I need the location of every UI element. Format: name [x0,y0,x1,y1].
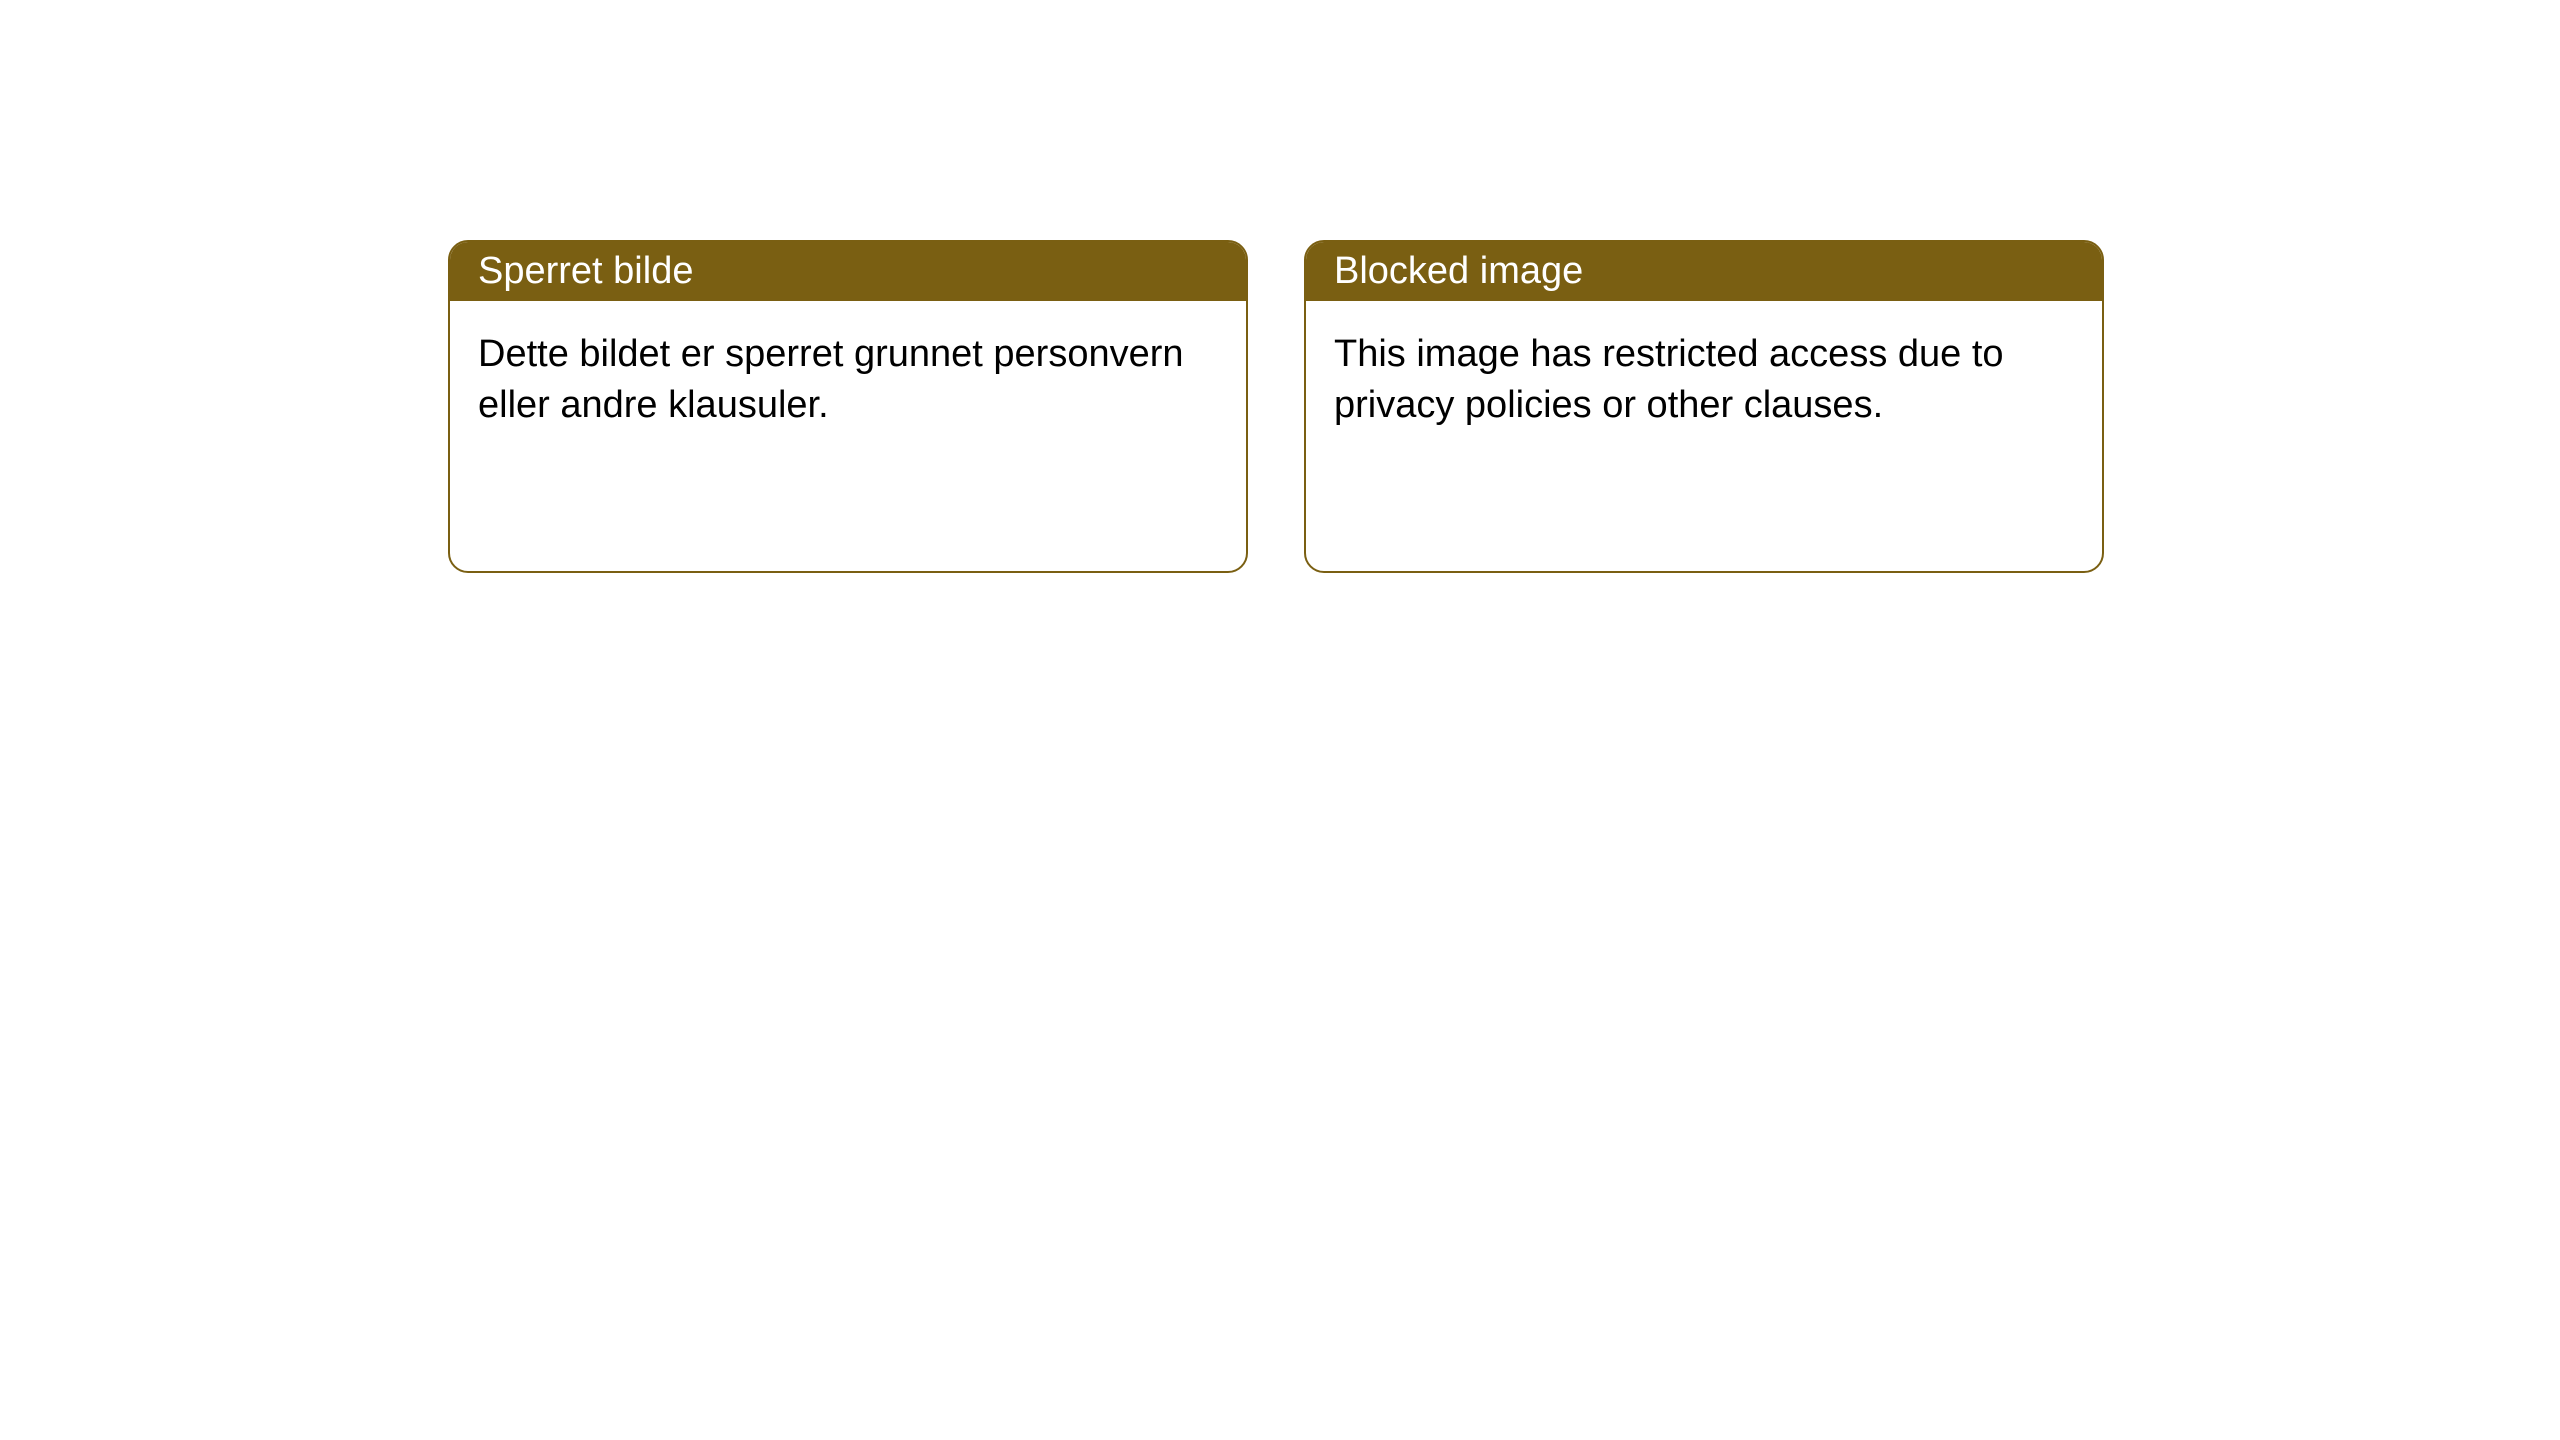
notice-title-english: Blocked image [1306,242,2102,301]
notice-body-english: This image has restricted access due to … [1306,301,2102,571]
notice-title-norwegian: Sperret bilde [450,242,1246,301]
notice-body-norwegian: Dette bildet er sperret grunnet personve… [450,301,1246,571]
notice-card-norwegian: Sperret bilde Dette bildet er sperret gr… [448,240,1248,573]
notice-container: Sperret bilde Dette bildet er sperret gr… [0,0,2560,573]
notice-card-english: Blocked image This image has restricted … [1304,240,2104,573]
